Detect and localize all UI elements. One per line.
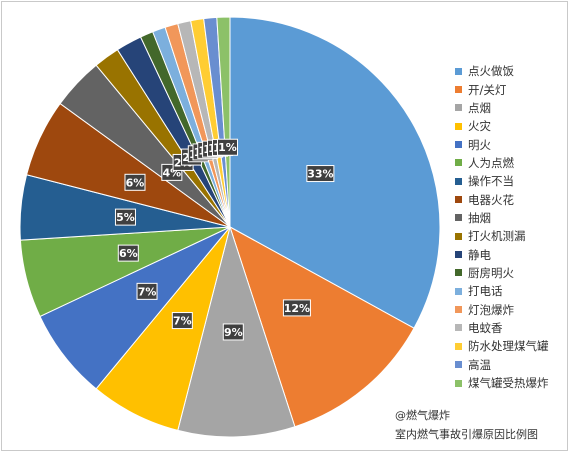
legend-swatch <box>455 306 462 314</box>
legend-item: 火灾 <box>455 117 567 135</box>
data-label: 1% <box>216 138 238 156</box>
legend-label: 打电话 <box>468 284 503 299</box>
legend-label: 抽烟 <box>468 210 491 225</box>
legend-item: 电器火花 <box>455 190 567 208</box>
legend-label: 操作不当 <box>468 174 514 189</box>
legend-item: 厨房明火 <box>455 264 567 282</box>
svg-text:33%: 33% <box>307 168 333 181</box>
legend-label: 煤气罐受热爆炸 <box>468 376 549 391</box>
data-label: 9% <box>222 323 244 341</box>
svg-text:7%: 7% <box>173 315 192 328</box>
legend-swatch <box>455 379 462 387</box>
svg-text:5%: 5% <box>116 211 135 224</box>
legend-item: 明火 <box>455 135 567 153</box>
data-label: 6% <box>124 173 146 191</box>
svg-text:12%: 12% <box>284 302 310 315</box>
data-label: 12% <box>282 299 311 317</box>
legend-item: 打火机测漏 <box>455 227 567 245</box>
legend-swatch <box>455 361 462 369</box>
legend-swatch <box>455 196 462 204</box>
legend: 点火做饭开/关灯点烟火灾明火人为点燃操作不当电器火花抽烟打火机测漏静电厨房明火打… <box>455 62 567 392</box>
legend-item: 开/关灯 <box>455 80 567 98</box>
pie-slice <box>229 16 441 329</box>
legend-swatch <box>455 104 462 112</box>
legend-label: 点火做饭 <box>468 64 514 79</box>
legend-label: 厨房明火 <box>468 265 514 280</box>
legend-item: 高温 <box>455 356 567 374</box>
data-label: 5% <box>114 208 136 226</box>
legend-item: 静电 <box>455 245 567 263</box>
legend-item: 煤气罐受热爆炸 <box>455 374 567 392</box>
data-label: 7% <box>136 282 158 300</box>
legend-swatch <box>455 232 462 240</box>
legend-swatch <box>455 67 462 75</box>
legend-label: 火灾 <box>468 119 491 134</box>
legend-item: 操作不当 <box>455 172 567 190</box>
legend-label: 静电 <box>468 247 491 262</box>
legend-swatch <box>455 342 462 350</box>
legend-swatch <box>455 287 462 295</box>
legend-item: 人为点燃 <box>455 154 567 172</box>
data-label: 7% <box>171 312 193 330</box>
legend-item: 点火做饭 <box>455 62 567 80</box>
pie-slice <box>216 16 231 228</box>
legend-label: 开/关灯 <box>468 82 507 97</box>
legend-item: 打电话 <box>455 282 567 300</box>
legend-swatch <box>455 269 462 277</box>
legend-swatch <box>455 177 462 185</box>
legend-item: 电蚊香 <box>455 319 567 337</box>
legend-label: 点烟 <box>468 100 491 115</box>
legend-item: 抽烟 <box>455 209 567 227</box>
svg-text:9%: 9% <box>224 326 243 339</box>
data-label: 6% <box>117 244 139 262</box>
legend-swatch <box>455 159 462 167</box>
legend-item: 灯泡爆炸 <box>455 300 567 318</box>
legend-label: 明火 <box>468 137 491 152</box>
legend-label: 电蚊香 <box>468 320 503 335</box>
legend-label: 高温 <box>468 357 491 372</box>
watermark-text: @燃气爆炸 <box>395 409 450 422</box>
svg-text:6%: 6% <box>119 247 138 260</box>
legend-swatch <box>455 122 462 130</box>
svg-text:7%: 7% <box>138 285 157 298</box>
legend-label: 人为点燃 <box>468 155 514 170</box>
pie-slice <box>229 225 415 428</box>
legend-label: 防水处理煤气罐 <box>468 339 549 354</box>
legend-label: 电器火花 <box>468 192 514 207</box>
legend-swatch <box>455 251 462 259</box>
legend-label: 灯泡爆炸 <box>468 302 514 317</box>
legend-label: 打火机测漏 <box>468 229 526 244</box>
chart-caption: 室内燃气事故引爆原因比例图 <box>395 428 538 441</box>
legend-swatch <box>455 141 462 149</box>
svg-text:6%: 6% <box>126 176 145 189</box>
legend-swatch <box>455 86 462 94</box>
svg-text:1%: 1% <box>218 141 237 154</box>
legend-swatch <box>455 214 462 222</box>
legend-item: 点烟 <box>455 99 567 117</box>
legend-item: 防水处理煤气罐 <box>455 337 567 355</box>
legend-swatch <box>455 324 462 332</box>
data-label: 33% <box>306 165 335 183</box>
